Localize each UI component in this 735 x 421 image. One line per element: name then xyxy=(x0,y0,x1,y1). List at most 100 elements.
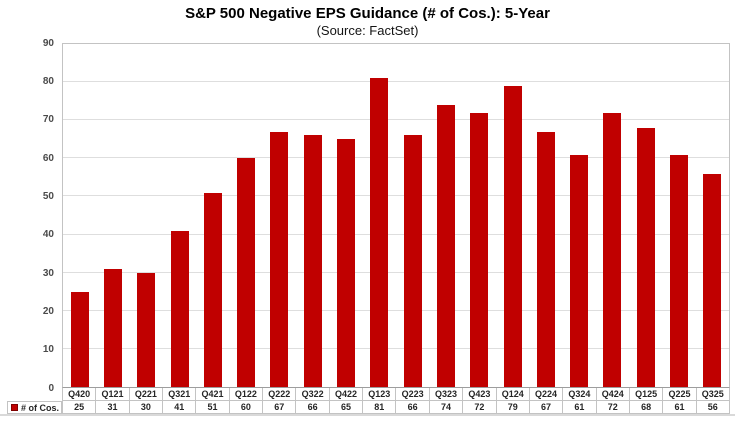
data-table-value: 67 xyxy=(263,401,297,414)
x-axis-label: Q422 xyxy=(329,388,364,401)
data-table-value: 61 xyxy=(663,401,697,414)
bar xyxy=(503,85,522,387)
bar-column xyxy=(130,44,163,387)
y-axis-tick-label: 10 xyxy=(42,344,54,356)
bar xyxy=(270,131,289,387)
data-table-value: 31 xyxy=(96,401,130,414)
x-axis-label: Q423 xyxy=(463,388,497,401)
x-axis-label: Q321 xyxy=(163,388,197,401)
bar-column xyxy=(229,44,262,387)
gridline xyxy=(63,157,729,159)
bar-column xyxy=(429,44,462,387)
bar xyxy=(137,272,156,387)
bar-column xyxy=(662,44,695,387)
gridline xyxy=(63,233,729,235)
bar-series xyxy=(63,44,729,387)
x-axis-label: Q420 xyxy=(63,388,97,401)
y-axis-tick-label: 60 xyxy=(42,152,54,164)
bar-column xyxy=(363,44,396,387)
data-table-value: 30 xyxy=(129,401,164,414)
x-axis-label: Q124 xyxy=(496,388,530,401)
x-axis-label: Q222 xyxy=(263,388,297,401)
plot-area xyxy=(62,43,730,388)
bar xyxy=(237,158,256,387)
y-axis-tick-label: 90 xyxy=(42,37,54,49)
data-table-value: 66 xyxy=(396,401,430,414)
data-table-value: 67 xyxy=(529,401,564,414)
chart-title: S&P 500 Negative EPS Guidance (# of Cos.… xyxy=(185,5,550,22)
data-table-value: 65 xyxy=(329,401,364,414)
y-axis-tick-label: 20 xyxy=(42,305,54,317)
data-table-value: 61 xyxy=(563,401,597,414)
bar-column xyxy=(329,44,362,387)
bar xyxy=(470,112,489,387)
x-axis-label: Q224 xyxy=(529,388,564,401)
x-axis-label: Q325 xyxy=(696,388,730,401)
data-table-value: 60 xyxy=(229,401,264,414)
x-axis-label: Q225 xyxy=(663,388,697,401)
bar-column xyxy=(463,44,496,387)
data-table-value: 51 xyxy=(196,401,230,414)
bar-column xyxy=(96,44,129,387)
bar xyxy=(703,173,722,387)
gridline xyxy=(63,81,729,83)
y-axis-tick-label: 80 xyxy=(42,75,54,87)
x-axis-labels-row: Q420 Q121 Q221 Q321 Q421 Q122 Q222 Q322 Q422 Q123… xyxy=(62,388,730,401)
gridline xyxy=(63,119,729,121)
bar xyxy=(303,135,322,387)
bar-column xyxy=(696,44,729,387)
x-axis-label: Q424 xyxy=(596,388,630,401)
bar-column xyxy=(396,44,429,387)
bar xyxy=(436,104,455,387)
gridline xyxy=(63,347,729,349)
x-axis-label: Q121 xyxy=(96,388,130,401)
gridline xyxy=(63,195,729,197)
bar-column xyxy=(196,44,229,387)
bar-column xyxy=(562,44,595,387)
bar-column xyxy=(596,44,629,387)
bar-column xyxy=(529,44,562,387)
y-axis-tick-label: 30 xyxy=(42,267,54,279)
y-axis-tick-label: 0 xyxy=(48,382,54,394)
y-axis-tick-label: 50 xyxy=(42,190,54,202)
bar xyxy=(603,112,622,387)
x-axis-label: Q123 xyxy=(363,388,397,401)
series-legend-key-icon xyxy=(11,404,18,411)
bar-column xyxy=(63,44,96,387)
bar xyxy=(337,139,356,387)
x-axis-label: Q323 xyxy=(429,388,464,401)
bar xyxy=(636,127,655,387)
bar xyxy=(669,154,688,387)
data-table-value: 41 xyxy=(163,401,197,414)
x-axis-label: Q324 xyxy=(563,388,597,401)
bottom-border-line xyxy=(0,414,735,416)
legend-label: # of Cos. xyxy=(21,402,60,413)
data-table-value: 79 xyxy=(496,401,530,414)
x-axis-label: Q223 xyxy=(396,388,430,401)
x-axis-label: Q322 xyxy=(296,388,330,401)
chart-subtitle: (Source: FactSet) xyxy=(316,23,419,38)
gridline xyxy=(63,309,729,311)
legend: # of Cos. xyxy=(7,401,62,414)
bar xyxy=(370,78,389,387)
bar-column xyxy=(263,44,296,387)
data-table-value: 72 xyxy=(596,401,630,414)
bar-column xyxy=(496,44,529,387)
bar xyxy=(570,154,589,387)
bar xyxy=(170,230,189,387)
data-table-value: 66 xyxy=(296,401,330,414)
y-axis-tick-label: 40 xyxy=(42,229,54,241)
bar-column xyxy=(163,44,196,387)
data-table-value: 25 xyxy=(63,401,97,414)
x-axis-label: Q421 xyxy=(196,388,230,401)
data-table-values-row: 25 31 30 41 51 60 67 66 65 81 66 74 72 79 67 61 72 68 61 56 xyxy=(62,401,730,414)
data-table-value: 74 xyxy=(429,401,464,414)
data-table-value: 81 xyxy=(363,401,397,414)
bar-column xyxy=(296,44,329,387)
bar xyxy=(536,131,555,387)
data-table-value: 68 xyxy=(629,401,664,414)
x-axis-label: Q221 xyxy=(129,388,164,401)
data-table-value: 56 xyxy=(696,401,730,414)
bar xyxy=(103,268,122,387)
